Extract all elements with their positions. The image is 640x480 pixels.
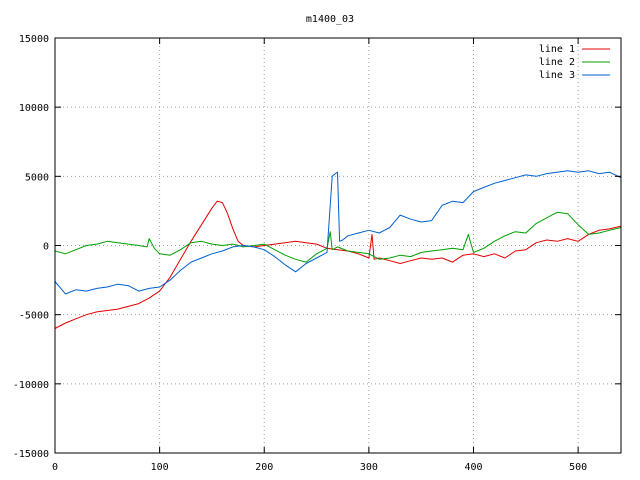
x-tick-label: 200 [255,462,273,473]
series-group [54,170,622,329]
x-tick-label: 500 [569,462,587,473]
legend: line 1 line 2 line 3 [539,44,610,81]
y-tick-label: 15000 [19,34,49,45]
x-tick-label: 100 [151,462,169,473]
axis-ticks: 0 100 200 300 400 500 -15000 -10000 -5000 0 5000 10… [13,34,621,473]
y-tick-label: -15000 [13,449,49,460]
y-tick-label: 10000 [19,103,49,114]
x-tick-label: 400 [464,462,482,473]
legend-label-1: line 1 [539,44,575,55]
y-tick-label: -5000 [19,311,49,322]
y-tick-label: -10000 [13,380,49,391]
x-tick-label: 0 [52,462,58,473]
series-line-1 [54,200,622,329]
y-tick-label: 5000 [25,172,49,183]
series-line-3 [54,170,622,295]
chart-title: m1400_03 [306,14,354,25]
x-tick-label: 300 [360,462,378,473]
series-line-2 [54,211,622,263]
y-tick-label: 0 [43,242,49,253]
legend-label-2: line 2 [539,57,575,68]
legend-label-3: line 3 [539,70,575,81]
